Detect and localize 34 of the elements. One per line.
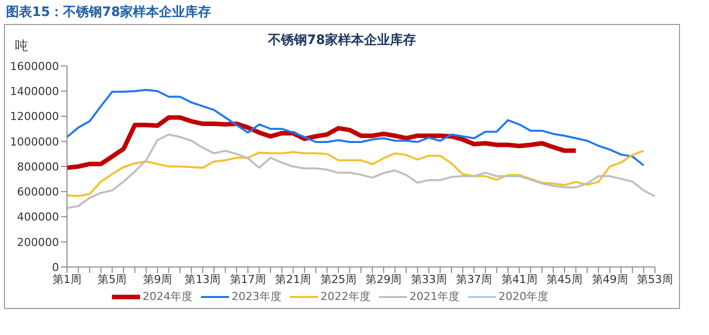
legend-label: 2022年度 [320,289,370,304]
x-tick-label: 第29周 [366,272,402,286]
line-series [66,88,645,166]
y-tick-label: 600000 [17,186,59,199]
y-tick-label: 1400000 [10,85,59,98]
x-tick-label: 第41周 [501,272,538,286]
y-tick-label: 400000 [17,210,59,224]
x-tick-label: 第37周 [456,272,492,286]
x-tick-label: 第49周 [592,272,628,286]
line-series [66,150,645,198]
y-tick-label: 1600000 [10,60,59,73]
legend-label: 2024年度 [142,289,192,304]
y-tick-label: 1000000 [10,135,59,148]
y-tick-label: 1200000 [10,110,59,124]
legend-label: 2020年度 [498,289,548,304]
legend-label: 2021年度 [410,289,460,304]
x-tick-label: 第9周 [142,272,172,286]
y-tick-label: 0 [52,260,59,274]
x-tick-label: 第25周 [320,272,356,286]
x-tick-label: 第33周 [410,272,447,286]
chart-subtitle: 不锈钢78家样本企业库存 [268,33,416,48]
legend-label: 2023年度 [232,289,282,304]
x-tick-label: 第21周 [275,272,312,286]
x-tick-label: 第53周 [637,272,673,286]
chart-title: 图表15：不锈钢78家样本企业库存 [6,4,212,21]
x-tick-label: 第17周 [230,272,266,286]
y-axis-title: 吨 [15,38,28,55]
x-tick-label: 第13周 [184,272,221,286]
line-series [66,133,656,209]
x-tick-label: 第5周 [98,272,127,286]
x-tick-label: 第45周 [546,272,583,286]
y-tick-label: 200000 [17,236,59,249]
y-tick-label: 800000 [17,160,59,174]
x-tick-label: 第1周 [52,272,82,286]
